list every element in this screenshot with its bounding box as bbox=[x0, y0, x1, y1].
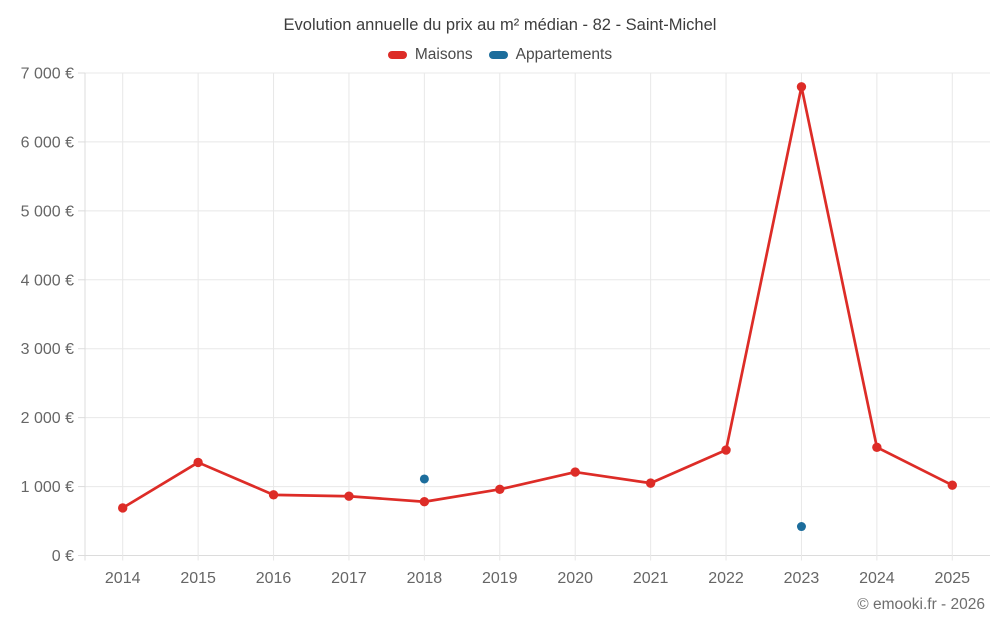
maisons-point-2017[interactable] bbox=[344, 491, 354, 501]
maisons-point-2020[interactable] bbox=[570, 467, 580, 477]
appartements-point-2023[interactable] bbox=[796, 522, 806, 532]
y-tick-label: 5 000 € bbox=[21, 203, 74, 220]
x-tick-label: 2019 bbox=[482, 570, 518, 587]
legend-item-maisons[interactable]: Maisons bbox=[387, 46, 473, 64]
maisons-point-2023[interactable] bbox=[796, 82, 807, 92]
legend-label-appartements: Appartements bbox=[515, 46, 613, 63]
y-tick-label: 1 000 € bbox=[21, 479, 74, 496]
appartements-point-2018[interactable] bbox=[419, 474, 429, 484]
x-tick-label: 2016 bbox=[256, 570, 292, 587]
x-tick-label: 2022 bbox=[708, 570, 744, 587]
maisons-point-2016[interactable] bbox=[268, 490, 279, 500]
y-tick-label: 3 000 € bbox=[21, 341, 74, 358]
maisons-point-2018[interactable] bbox=[419, 497, 430, 507]
maisons-swatch-icon bbox=[387, 51, 407, 59]
chart-title: Evolution annuelle du prix au m² médian … bbox=[283, 16, 717, 34]
maisons-point-2021[interactable] bbox=[645, 478, 656, 488]
x-tick-label: 2017 bbox=[331, 570, 367, 587]
x-tick-label: 2014 bbox=[105, 570, 141, 587]
maisons-point-2014[interactable] bbox=[118, 503, 128, 513]
maisons-point-2019[interactable] bbox=[495, 484, 505, 495]
x-tick-label: 2018 bbox=[407, 570, 443, 587]
x-tick-label: 2020 bbox=[557, 570, 593, 587]
y-tick-label: 0 € bbox=[52, 548, 74, 565]
maisons-point-2015[interactable] bbox=[193, 457, 203, 468]
y-tick-label: 4 000 € bbox=[21, 272, 74, 289]
x-tick-label: 2023 bbox=[784, 570, 820, 587]
maisons-point-2022[interactable] bbox=[721, 445, 731, 455]
y-tick-label: 7 000 € bbox=[21, 66, 74, 83]
appartements-swatch-icon bbox=[488, 51, 508, 59]
x-tick-label: 2021 bbox=[633, 570, 669, 587]
legend-item-appartements[interactable]: Appartements bbox=[488, 46, 613, 64]
credits-link[interactable]: © emooki.fr - 2026 bbox=[857, 596, 985, 613]
y-tick-label: 6 000 € bbox=[21, 134, 74, 151]
x-tick-label: 2015 bbox=[180, 570, 216, 587]
y-tick-label: 2 000 € bbox=[21, 410, 74, 427]
maisons-line bbox=[121, 85, 954, 510]
maisons-point-2025[interactable] bbox=[947, 480, 957, 490]
legend: Maisons Appartements bbox=[0, 46, 1000, 64]
legend-label-maisons: Maisons bbox=[414, 46, 473, 63]
maisons-point-2024[interactable] bbox=[872, 442, 882, 452]
x-tick-label: 2024 bbox=[859, 570, 895, 587]
x-tick-label: 2025 bbox=[934, 570, 970, 587]
